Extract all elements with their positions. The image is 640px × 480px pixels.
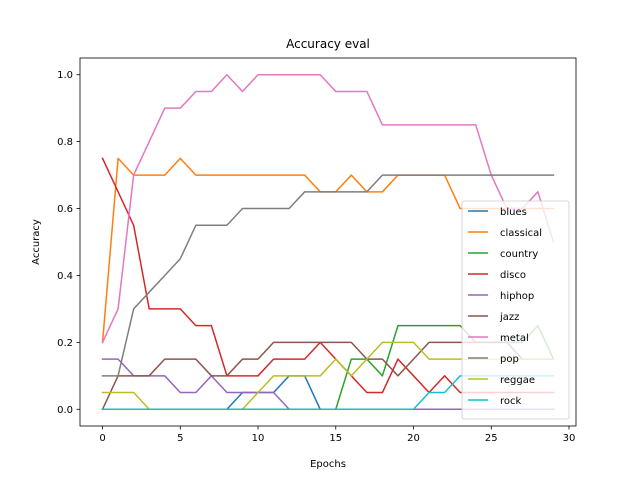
legend-label-country: country — [500, 249, 538, 260]
x-tick-label: 20 — [407, 433, 420, 444]
legend-label-hiphop: hiphop — [500, 291, 534, 302]
x-tick-label: 10 — [252, 433, 265, 444]
plot-frame — [79, 57, 577, 427]
y-tick-label: 0.2 — [57, 338, 73, 349]
y-tick-label: 0.6 — [57, 204, 73, 215]
legend-label-rock: rock — [500, 396, 522, 407]
x-tick-label: 30 — [563, 433, 576, 444]
x-tick-label: 5 — [177, 433, 183, 444]
legend-label-pop: pop — [500, 354, 519, 365]
x-axis-ticks: 0 5 10 15 20 25 30 — [99, 426, 575, 444]
y-axis-label: Accuracy — [31, 219, 42, 265]
x-tick-label: 15 — [329, 433, 342, 444]
x-axis-label: Epochs — [310, 459, 346, 470]
x-tick-label: 0 — [99, 433, 105, 444]
x-tick-label: 25 — [485, 433, 498, 444]
legend-label-blues: blues — [500, 207, 527, 218]
series-line-pop — [101, 174, 555, 377]
legend: blues classical country disco hiphop jazz meta… — [461, 200, 570, 420]
legend-label-classical: classical — [500, 228, 542, 239]
legend-box — [461, 200, 570, 420]
y-axis-ticks: 0.0 0.2 0.4 0.6 0.8 1.0 — [57, 70, 80, 416]
y-tick-label: 0.4 — [57, 271, 73, 282]
chart-title: Accuracy eval — [286, 37, 370, 51]
series-line-metal — [101, 73, 555, 344]
legend-label-jazz: jazz — [499, 312, 519, 323]
y-tick-label: 0.8 — [57, 137, 73, 148]
y-tick-label: 1.0 — [57, 70, 73, 81]
legend-label-metal: metal — [500, 333, 529, 344]
y-tick-label: 0.0 — [57, 405, 73, 416]
legend-label-reggae: reggae — [500, 375, 535, 386]
legend-label-disco: disco — [500, 270, 526, 281]
